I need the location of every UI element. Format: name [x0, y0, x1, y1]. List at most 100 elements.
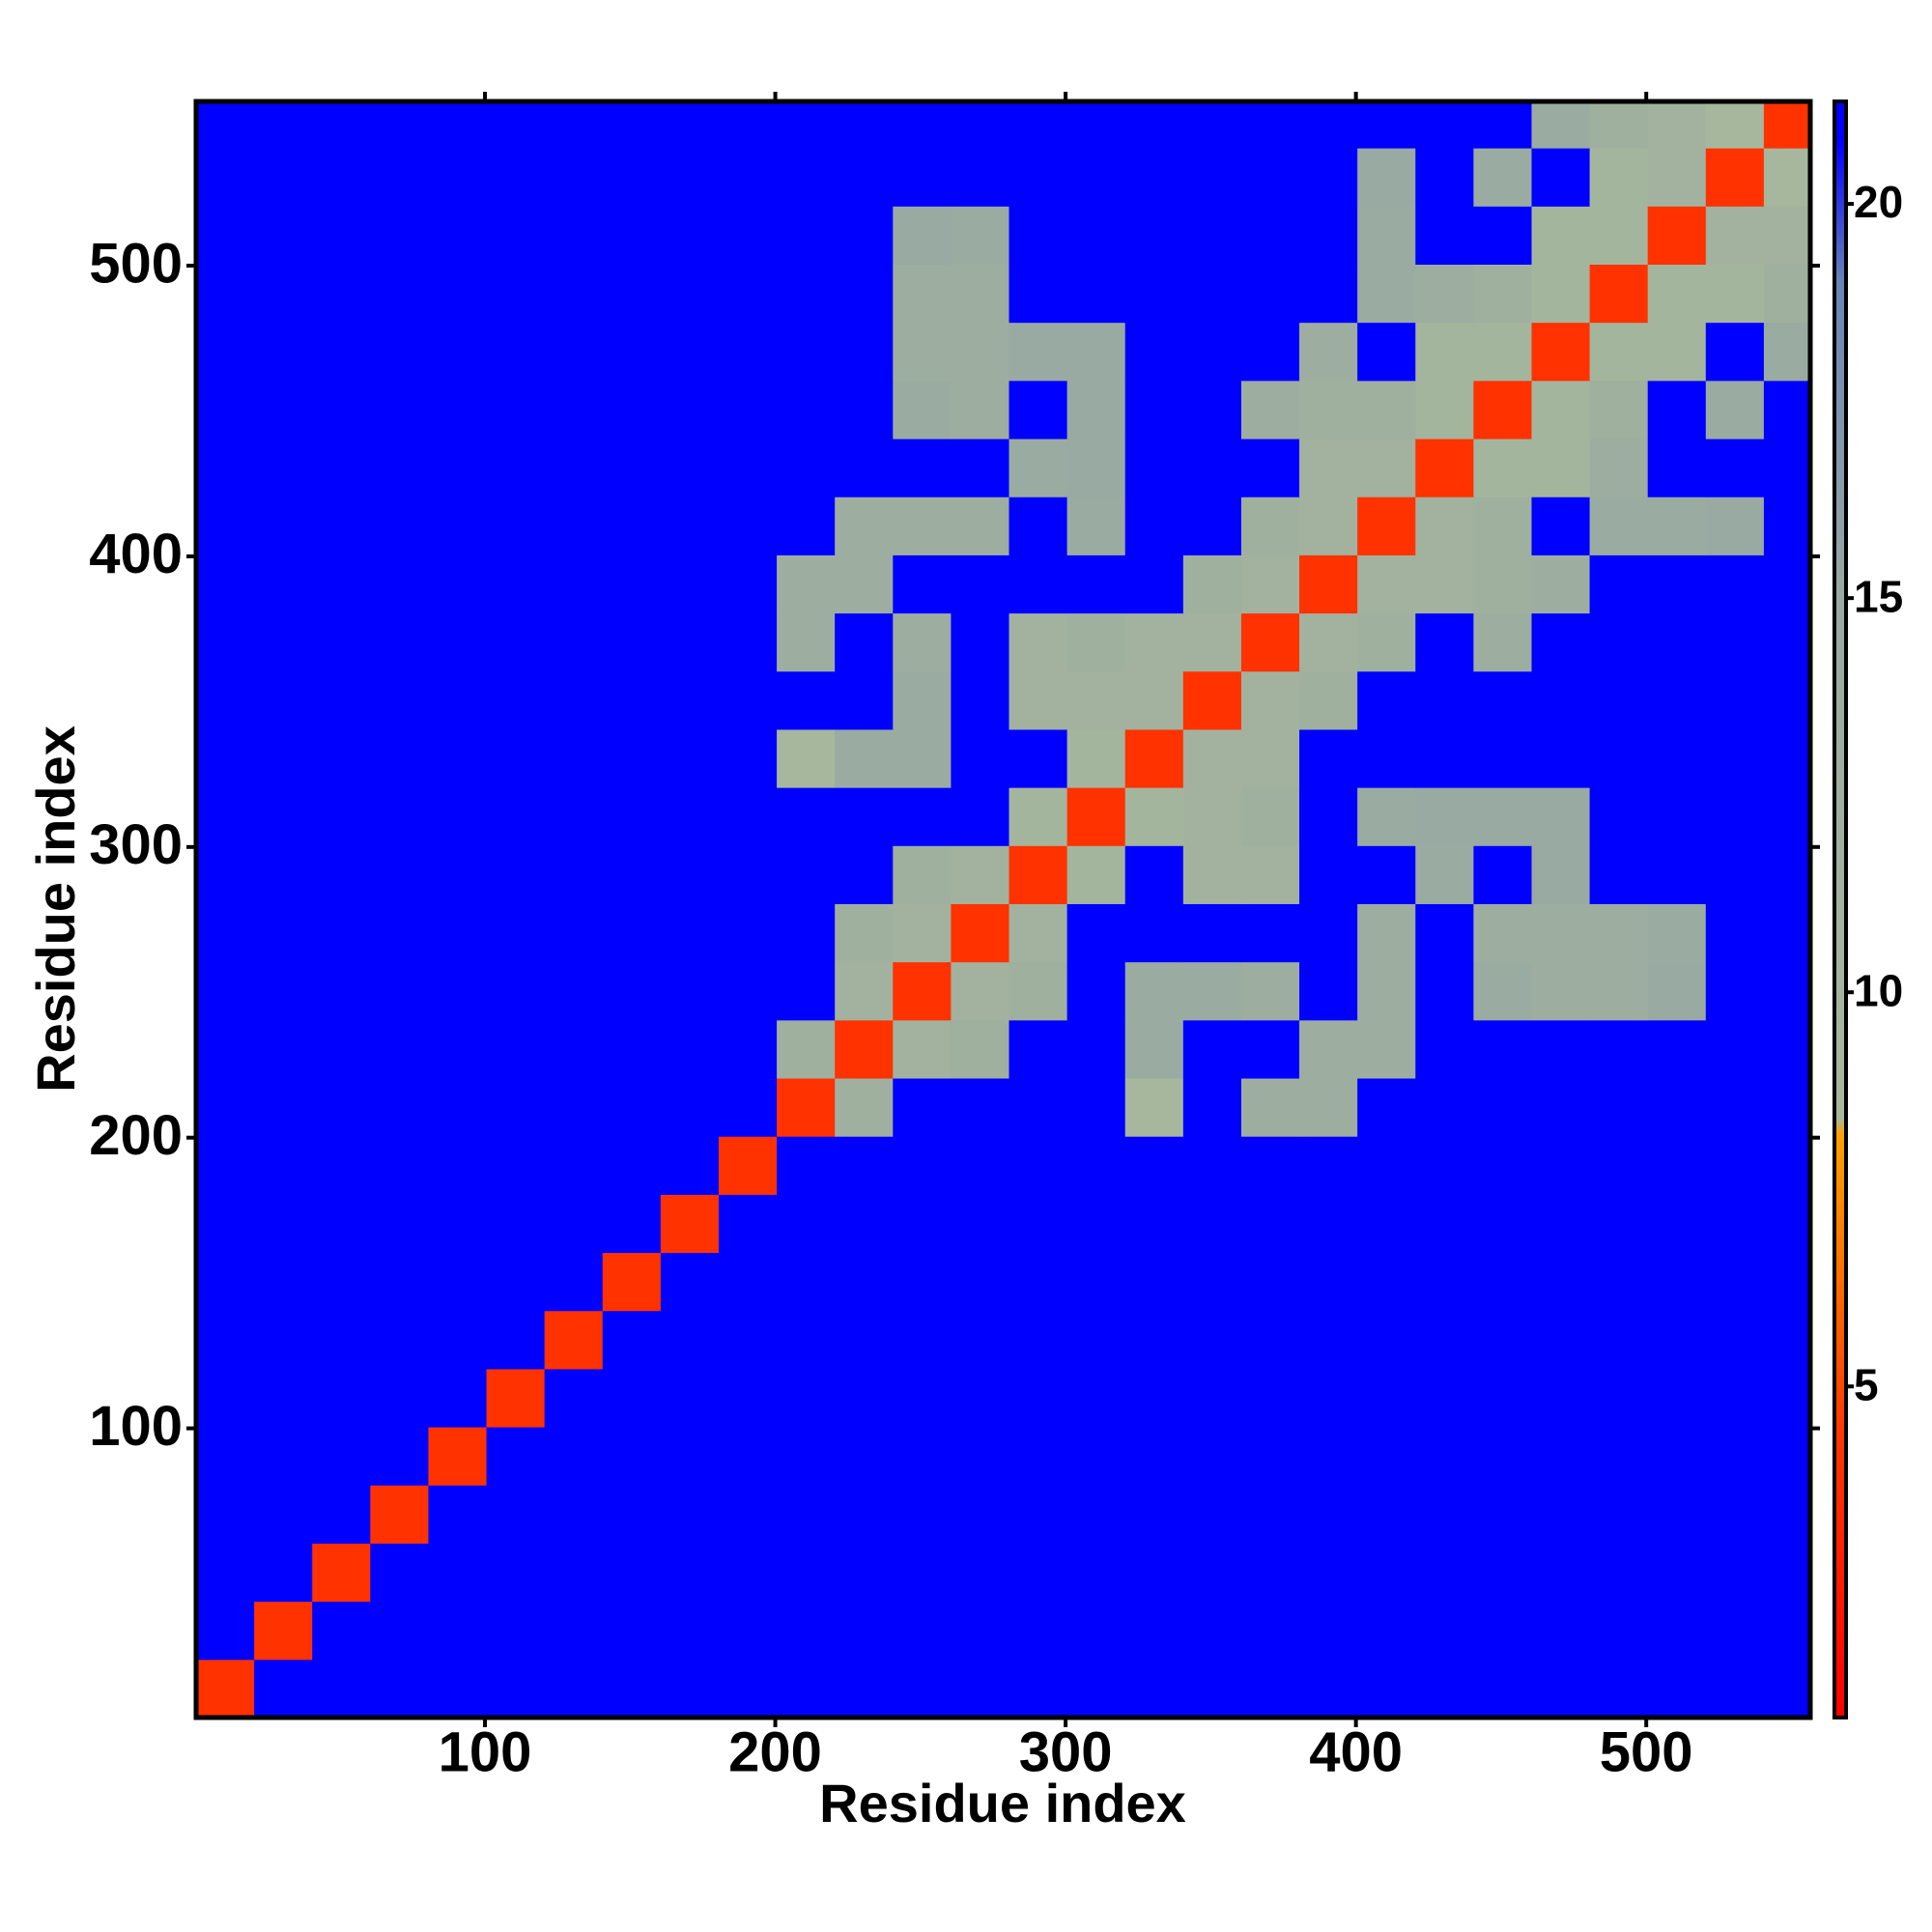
heatmap-cell	[660, 206, 720, 266]
heatmap-cell	[1589, 554, 1649, 614]
heatmap-cell	[660, 903, 720, 963]
heatmap-cell	[660, 1368, 720, 1428]
heatmap-cell	[1066, 101, 1126, 149]
heatmap-cell	[1647, 1252, 1707, 1312]
heatmap-cell	[602, 845, 662, 904]
heatmap-cell	[428, 1310, 488, 1370]
plot-frame	[193, 99, 1813, 1720]
heatmap-cell	[1647, 728, 1707, 788]
heatmap-cell	[1705, 1659, 1765, 1719]
heatmap-cell	[1182, 322, 1242, 382]
heatmap-cell	[486, 322, 546, 382]
heatmap-cell	[660, 1310, 720, 1370]
heatmap-cell	[1705, 101, 1765, 149]
heatmap-cell	[660, 1078, 720, 1137]
heatmap-cell	[312, 1019, 371, 1079]
heatmap-cell	[1531, 380, 1591, 440]
heatmap-cell	[777, 1136, 836, 1195]
heatmap-cell	[1357, 903, 1416, 963]
heatmap-cell	[254, 903, 313, 963]
heatmap-cell	[1009, 554, 1068, 614]
heatmap-cell	[660, 961, 720, 1021]
heatmap-cell	[486, 1368, 546, 1428]
heatmap-cell	[1647, 1310, 1707, 1370]
heatmap-cell	[544, 439, 604, 497]
heatmap-cell	[1066, 1310, 1126, 1370]
heatmap-cell	[196, 380, 255, 440]
heatmap-cell	[835, 264, 894, 324]
heatmap-cell	[370, 1601, 429, 1661]
heatmap-cell	[1531, 728, 1591, 788]
heatmap-cell	[1705, 728, 1765, 788]
heatmap-cell	[777, 1427, 836, 1486]
heatmap-cell	[1415, 787, 1474, 846]
heatmap-cell	[660, 322, 720, 382]
heatmap-cell	[428, 1368, 488, 1428]
heatmap-cell	[1473, 612, 1532, 672]
heatmap-cell	[544, 1601, 604, 1661]
heatmap-cell	[1647, 612, 1707, 672]
heatmap-cell	[951, 322, 1010, 382]
heatmap-cell	[602, 1194, 662, 1254]
heatmap-cell	[370, 1427, 429, 1486]
heatmap-cell	[718, 1659, 778, 1719]
heatmap-cell	[544, 497, 604, 555]
heatmap-cell	[312, 1078, 371, 1137]
heatmap-cell	[486, 728, 546, 788]
heatmap-cell	[1705, 1019, 1765, 1079]
heatmap-cell	[370, 148, 429, 207]
heatmap-cell	[428, 1194, 488, 1254]
heatmap-cell	[1357, 1368, 1416, 1428]
heatmap-cell	[1357, 554, 1416, 614]
heatmap-cell	[602, 1078, 662, 1137]
heatmap-cell	[660, 612, 720, 672]
heatmap-cell	[1299, 1601, 1358, 1661]
heatmap-cell	[1473, 1252, 1532, 1312]
heatmap-cell	[1009, 728, 1068, 788]
heatmap-cell	[1357, 1427, 1416, 1486]
heatmap-cell	[660, 1136, 720, 1195]
heatmap-cell	[893, 439, 952, 497]
heatmap-cell	[1415, 206, 1474, 266]
y-axis-label: Residue index	[25, 725, 86, 1093]
heatmap-cell	[1589, 148, 1649, 207]
heatmap-cell	[893, 670, 952, 730]
heatmap-cell	[544, 1078, 604, 1137]
heatmap-cell	[1240, 264, 1300, 324]
heatmap-cell	[718, 1543, 778, 1603]
heatmap-cell	[1299, 1078, 1358, 1137]
heatmap-cell	[1415, 322, 1474, 382]
heatmap-cell	[1531, 1136, 1591, 1195]
heatmap-cell	[1473, 380, 1532, 440]
heatmap-cell	[602, 497, 662, 555]
heatmap-cell	[1182, 1485, 1242, 1544]
heatmap-cell	[1473, 439, 1532, 497]
heatmap-cell	[1647, 1601, 1707, 1661]
heatmap-cell	[428, 1543, 488, 1603]
heatmap-cell	[196, 148, 255, 207]
heatmap-cell	[1240, 845, 1300, 904]
heatmap-cell	[1357, 1310, 1416, 1370]
heatmap-cell	[1357, 497, 1416, 555]
heatmap-cell	[893, 1252, 952, 1312]
heatmap-cell	[312, 1310, 371, 1370]
heatmap-cell	[718, 1427, 778, 1486]
heatmap-cell	[1415, 439, 1474, 497]
heatmap-cell	[312, 148, 371, 207]
heatmap-cell	[1124, 1310, 1184, 1370]
heatmap-cell	[1531, 903, 1591, 963]
heatmap-cell	[1357, 380, 1416, 440]
heatmap-cell	[893, 1019, 952, 1079]
heatmap-cell	[1763, 845, 1811, 904]
heatmap-cell	[835, 1485, 894, 1544]
heatmap-cell	[1299, 1310, 1358, 1370]
heatmap-cell	[1066, 787, 1126, 846]
heatmap-cell	[370, 1078, 429, 1137]
heatmap-cell	[1066, 380, 1126, 440]
heatmap-cell	[1531, 1194, 1591, 1254]
axes: 100 200 300 400 500 100 200 300 400 500 5 10 15 20	[89, 92, 1903, 1783]
heatmap-cell	[1763, 1194, 1811, 1254]
heatmap-cell	[602, 554, 662, 614]
heatmap-cell	[602, 322, 662, 382]
heatmap-cell	[254, 554, 313, 614]
